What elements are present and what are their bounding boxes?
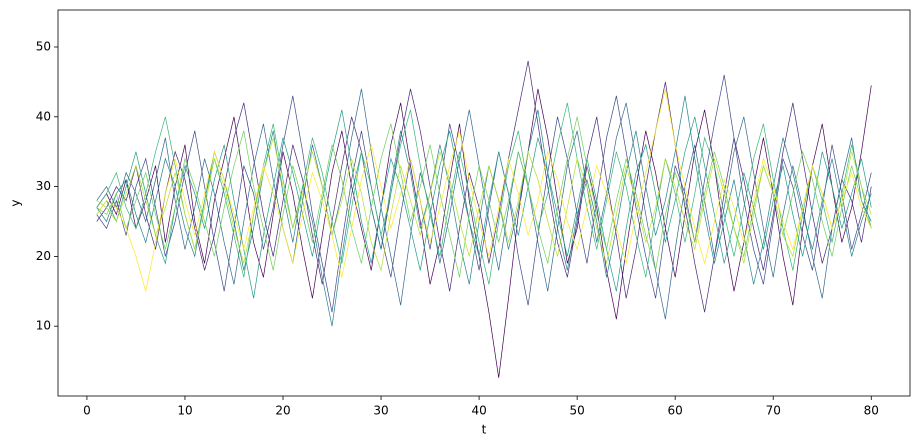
series-line xyxy=(96,88,872,292)
series-line xyxy=(96,137,872,272)
y-axis-label: y xyxy=(9,199,23,206)
y-tick-label: 40 xyxy=(36,109,51,123)
x-axis-label: t xyxy=(482,423,487,437)
x-tick-label: 40 xyxy=(471,404,486,418)
x-tick-label: 80 xyxy=(864,404,879,418)
y-tick-label: 20 xyxy=(36,249,51,263)
plot-area xyxy=(96,60,872,378)
series-line xyxy=(96,85,872,378)
y-tick-label: 10 xyxy=(36,319,51,333)
y-tick-label: 30 xyxy=(36,179,51,193)
axes-frame xyxy=(57,9,911,397)
x-tick-label: 60 xyxy=(668,404,683,418)
series-line xyxy=(96,60,872,313)
x-tick-label: 0 xyxy=(83,404,91,418)
series-line xyxy=(96,109,872,299)
x-tick-label: 20 xyxy=(275,404,290,418)
x-tick-label: 10 xyxy=(177,404,192,418)
y-tick-label: 50 xyxy=(36,39,51,53)
x-tick-label: 70 xyxy=(766,404,781,418)
series-line xyxy=(96,116,872,278)
x-tick-label: 50 xyxy=(570,404,585,418)
x-tick-label: 30 xyxy=(373,404,388,418)
